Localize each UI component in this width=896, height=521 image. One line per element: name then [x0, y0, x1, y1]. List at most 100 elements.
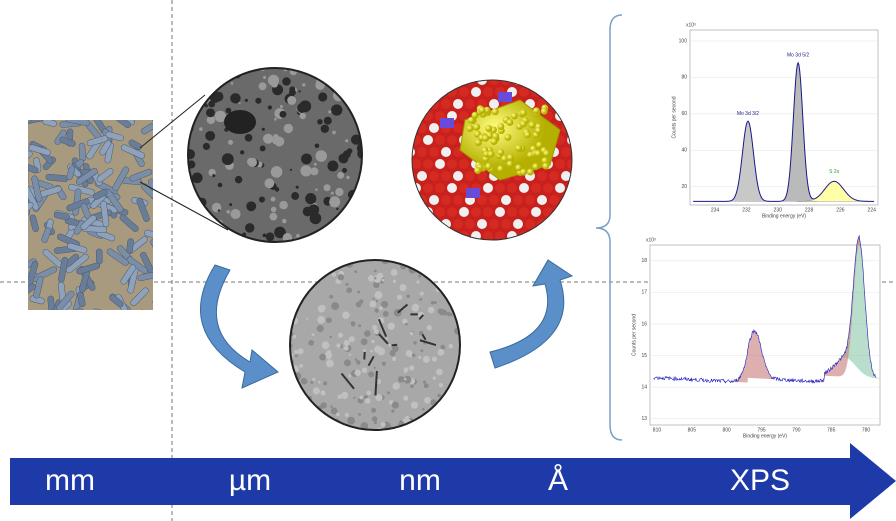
grain	[295, 354, 298, 357]
grain	[357, 291, 360, 294]
atom	[520, 169, 527, 176]
grain	[424, 397, 431, 404]
atom	[459, 207, 469, 217]
grain	[314, 259, 321, 266]
atom	[567, 111, 577, 121]
arrow	[490, 260, 572, 368]
atom	[561, 99, 571, 109]
pore	[218, 209, 220, 211]
grain	[453, 420, 460, 427]
pore	[197, 83, 201, 87]
pore	[260, 146, 266, 152]
grain	[291, 286, 295, 290]
rod	[22, 164, 28, 186]
grain	[287, 403, 295, 411]
pore	[325, 197, 330, 202]
atom	[549, 219, 559, 229]
atom	[435, 231, 445, 241]
grain	[336, 343, 340, 347]
pore	[355, 76, 357, 78]
peak-label: S 2s	[829, 169, 840, 175]
grain	[397, 295, 402, 300]
grain	[313, 387, 320, 394]
atom	[491, 138, 498, 145]
x-axis-label: Binding energy (eV)	[762, 213, 807, 219]
grain	[362, 368, 367, 373]
atom	[441, 75, 451, 85]
y-tick-label: 17	[641, 290, 647, 296]
grain	[294, 350, 298, 354]
atom	[561, 195, 571, 205]
pore	[197, 74, 207, 84]
atom	[513, 219, 523, 229]
atom	[537, 195, 547, 205]
pore	[212, 174, 215, 177]
atom	[423, 87, 433, 97]
grain	[302, 277, 309, 284]
grain	[301, 395, 304, 398]
grain	[365, 398, 371, 404]
pore	[361, 128, 370, 137]
grain	[344, 359, 351, 366]
grain	[287, 385, 295, 393]
pore	[364, 96, 367, 99]
grain	[354, 270, 357, 273]
pore	[302, 83, 305, 86]
grain	[336, 413, 340, 417]
grain	[445, 423, 450, 428]
grain	[330, 405, 333, 408]
atom	[477, 219, 487, 229]
atom	[417, 219, 427, 229]
atom	[497, 165, 504, 172]
pore	[262, 128, 265, 131]
atom	[485, 125, 492, 132]
grain	[375, 394, 382, 401]
atom	[504, 134, 511, 141]
grain	[301, 378, 308, 385]
grain	[433, 376, 436, 379]
pore	[318, 92, 327, 101]
pore	[351, 203, 354, 206]
grain	[356, 360, 360, 364]
atom	[405, 123, 415, 133]
atom	[543, 150, 550, 157]
pore	[343, 214, 349, 220]
pore	[280, 105, 283, 108]
pore	[343, 150, 351, 158]
y-tick-label: 14	[641, 384, 647, 390]
atom	[533, 107, 540, 114]
grain	[329, 295, 333, 299]
grain	[410, 384, 414, 388]
x-tick-label: 224	[868, 207, 877, 213]
rod	[38, 317, 47, 335]
grain	[354, 369, 360, 375]
x-tick-label: 810	[653, 427, 662, 433]
pore	[331, 192, 334, 195]
grain	[370, 350, 373, 353]
pore	[247, 66, 252, 71]
x-axis-label: Binding energy (eV)	[743, 433, 788, 439]
y-tick-label: 18	[641, 258, 647, 264]
pore	[204, 231, 213, 240]
x-tick-label: 780	[862, 427, 871, 433]
atom	[441, 99, 451, 109]
grain	[432, 357, 437, 362]
grain	[374, 308, 378, 312]
pore	[218, 234, 226, 242]
atom	[447, 183, 457, 193]
pore	[263, 233, 267, 237]
y-tick-label: 80	[681, 75, 687, 81]
grain	[371, 408, 376, 413]
grain	[345, 283, 348, 286]
pore	[346, 176, 349, 179]
atom	[507, 161, 514, 168]
atom	[465, 99, 475, 109]
atom	[525, 195, 535, 205]
pore	[218, 183, 223, 188]
grain	[416, 280, 419, 283]
atom	[561, 123, 571, 133]
atom	[417, 147, 427, 157]
grain	[358, 324, 361, 327]
atom	[549, 195, 559, 205]
rod	[47, 296, 55, 314]
